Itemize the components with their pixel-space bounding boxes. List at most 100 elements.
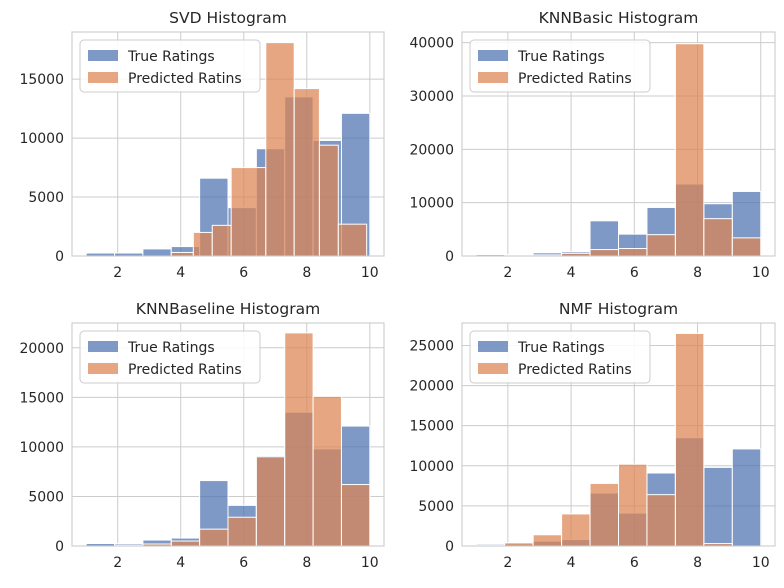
histogram-bar-predicted-ratins <box>199 528 229 547</box>
chart-title: KNNBasic Histogram <box>539 9 699 27</box>
histogram-bar-true-ratings <box>731 448 762 547</box>
chart-title: SVD Histogram <box>169 9 287 27</box>
x-tick-label: 10 <box>361 265 379 281</box>
histogram-bar-predicted-ratins <box>618 463 648 547</box>
histogram-bar-predicted-ratins <box>618 248 648 257</box>
legend-swatch-predicted-ratins <box>478 72 508 83</box>
y-tick-label: 10000 <box>19 440 64 456</box>
panel-knnbaseline: 2 4 6 8 10 0 5000 10000 15000 20000 KNNBaseline Hi… <box>19 300 385 571</box>
legend-label-true-ratings: True Ratings <box>127 340 215 356</box>
legend-box <box>79 39 261 93</box>
plot-frame <box>461 322 776 547</box>
histogram-bar-predicted-ratins <box>265 42 295 257</box>
x-tick-label: 10 <box>752 265 770 281</box>
legend-box <box>469 330 651 384</box>
histogram-bar-predicted-ratins <box>561 513 591 547</box>
histogram-bar-predicted-ratins <box>674 332 705 547</box>
x-tick-label: 6 <box>630 555 639 571</box>
y-tick-label: 5000 <box>28 190 64 206</box>
plot-frame <box>71 322 385 547</box>
legend-swatch-true-ratings <box>478 341 508 352</box>
y-tick-label: 10000 <box>19 131 64 147</box>
legend-label-predicted-ratins: Predicted Ratins <box>128 362 242 378</box>
y-tick-label: 15000 <box>19 72 64 88</box>
histogram-bar-predicted-ratins <box>674 43 705 257</box>
plot-frame <box>71 31 385 257</box>
plot-frame <box>461 31 776 257</box>
legend-label-predicted-ratins: Predicted Ratins <box>518 362 632 378</box>
y-tick-label: 20000 <box>409 142 454 158</box>
x-tick-label: 6 <box>630 265 639 281</box>
panel-nmf: 2 4 6 8 10 0 5000 10000 15000 20000 25000 NMF Histo… <box>409 300 776 571</box>
legend-label-true-ratings: True Ratings <box>517 340 605 356</box>
legend-swatch-predicted-ratins <box>88 72 118 83</box>
histogram-bar-predicted-ratins <box>230 167 267 257</box>
x-tick-label: 2 <box>113 555 122 571</box>
legend-label-predicted-ratins: Predicted Ratins <box>518 71 632 87</box>
y-tick-label: 10000 <box>409 459 454 475</box>
x-tick-label: 8 <box>693 265 702 281</box>
x-tick-label: 10 <box>752 555 770 571</box>
histogram-bar-predicted-ratins <box>170 540 201 547</box>
histogram-bar-predicted-ratins <box>318 144 339 257</box>
legend-box <box>79 330 261 384</box>
panel-svd: 2 4 6 8 10 0 5000 10000 15000 SVD Histogram True R… <box>19 9 385 281</box>
x-tick-label: 4 <box>176 555 185 571</box>
histogram-bar-predicted-ratins <box>337 223 368 257</box>
histogram-bar-predicted-ratins <box>227 516 257 547</box>
y-tick-label: 20000 <box>19 341 64 357</box>
x-tick-label: 6 <box>239 555 248 571</box>
histogram-bar-predicted-ratins <box>589 249 620 257</box>
chart-title: NMF Histogram <box>559 300 678 318</box>
legend-label-true-ratings: True Ratings <box>127 49 215 65</box>
x-tick-label: 6 <box>239 265 248 281</box>
y-tick-label: 5000 <box>418 499 454 515</box>
histogram-bar-predicted-ratins <box>192 231 213 257</box>
histogram-bar-predicted-ratins <box>646 234 676 257</box>
legend-label-predicted-ratins: Predicted Ratins <box>128 71 242 87</box>
legend: True Ratings Predicted Ratins <box>469 39 651 93</box>
histogram-bar-predicted-ratins <box>211 224 232 257</box>
histogram-bar-predicted-ratins <box>293 88 320 257</box>
y-tick-label: 5000 <box>28 489 64 505</box>
y-tick-label: 30000 <box>409 89 454 105</box>
y-tick-label: 0 <box>55 249 64 265</box>
x-tick-label: 8 <box>302 555 311 571</box>
histogram-bar-predicted-ratins <box>532 534 563 547</box>
legend-label-true-ratings: True Ratings <box>517 49 605 65</box>
y-tick-label: 15000 <box>409 419 454 435</box>
histogram-bar-predicted-ratins <box>340 484 371 547</box>
x-tick-label: 4 <box>567 555 576 571</box>
x-tick-label: 2 <box>503 265 512 281</box>
legend: True Ratings Predicted Ratins <box>79 330 261 384</box>
histogram-bar-true-ratings <box>703 466 733 547</box>
legend-box <box>469 39 651 93</box>
x-tick-label: 8 <box>693 555 702 571</box>
legend: True Ratings Predicted Ratins <box>79 39 261 93</box>
x-tick-label: 4 <box>567 265 576 281</box>
histogram-bar-predicted-ratins <box>646 494 676 547</box>
y-tick-label: 40000 <box>409 36 454 52</box>
histogram-bar-true-ratings <box>142 248 172 257</box>
legend: True Ratings Predicted Ratins <box>469 330 651 384</box>
y-tick-label: 0 <box>445 539 454 555</box>
x-tick-label: 8 <box>302 265 311 281</box>
histogram-bar-predicted-ratins <box>284 332 314 547</box>
chart-title: KNNBaseline Histogram <box>136 300 320 318</box>
x-tick-label: 4 <box>176 265 185 281</box>
x-tick-label: 10 <box>361 555 379 571</box>
y-tick-label: 0 <box>55 539 64 555</box>
histogram-bar-predicted-ratins <box>589 482 620 547</box>
x-tick-label: 2 <box>503 555 512 571</box>
legend-swatch-true-ratings <box>88 341 118 352</box>
histogram-bar-predicted-ratins <box>731 237 762 257</box>
histogram-bar-predicted-ratins <box>312 395 342 547</box>
legend-swatch-true-ratings <box>478 50 508 61</box>
y-tick-label: 0 <box>445 249 454 265</box>
y-tick-label: 15000 <box>19 390 64 406</box>
x-tick-label: 2 <box>113 265 122 281</box>
histogram-bar-predicted-ratins <box>703 218 733 257</box>
y-tick-label: 10000 <box>409 196 454 212</box>
y-tick-label: 20000 <box>409 379 454 395</box>
